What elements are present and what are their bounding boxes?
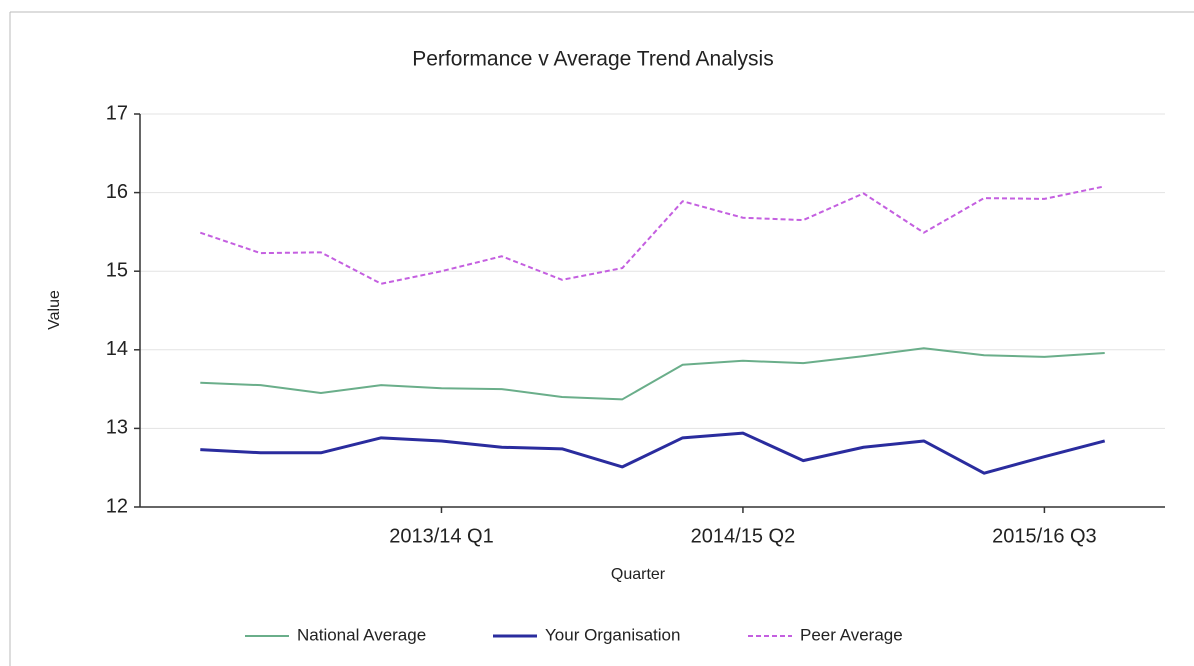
y-tick-label: 13 bbox=[106, 417, 128, 439]
series-line bbox=[199, 185, 1105, 285]
legend-label: Peer Average bbox=[800, 625, 903, 644]
y-tick-label: 17 bbox=[106, 102, 128, 124]
x-tick-label: 2013/14 Q1 bbox=[389, 525, 494, 547]
series-line bbox=[200, 347, 1105, 401]
y-tick-label: 16 bbox=[106, 181, 128, 203]
y-tick-label: 14 bbox=[106, 338, 128, 360]
y-axis-label: Value bbox=[46, 290, 63, 330]
series-line bbox=[200, 431, 1106, 475]
x-tick-label: 2015/16 Q3 bbox=[992, 525, 1097, 547]
x-tick-label: 2014/15 Q2 bbox=[691, 525, 796, 547]
y-tick-label: 12 bbox=[106, 495, 128, 517]
chart-title: Performance v Average Trend Analysis bbox=[412, 48, 773, 71]
legend-label: Your Organisation bbox=[545, 625, 680, 644]
x-axis-label: Quarter bbox=[611, 566, 666, 583]
y-tick-label: 15 bbox=[106, 259, 128, 281]
legend-label: National Average bbox=[297, 625, 426, 644]
